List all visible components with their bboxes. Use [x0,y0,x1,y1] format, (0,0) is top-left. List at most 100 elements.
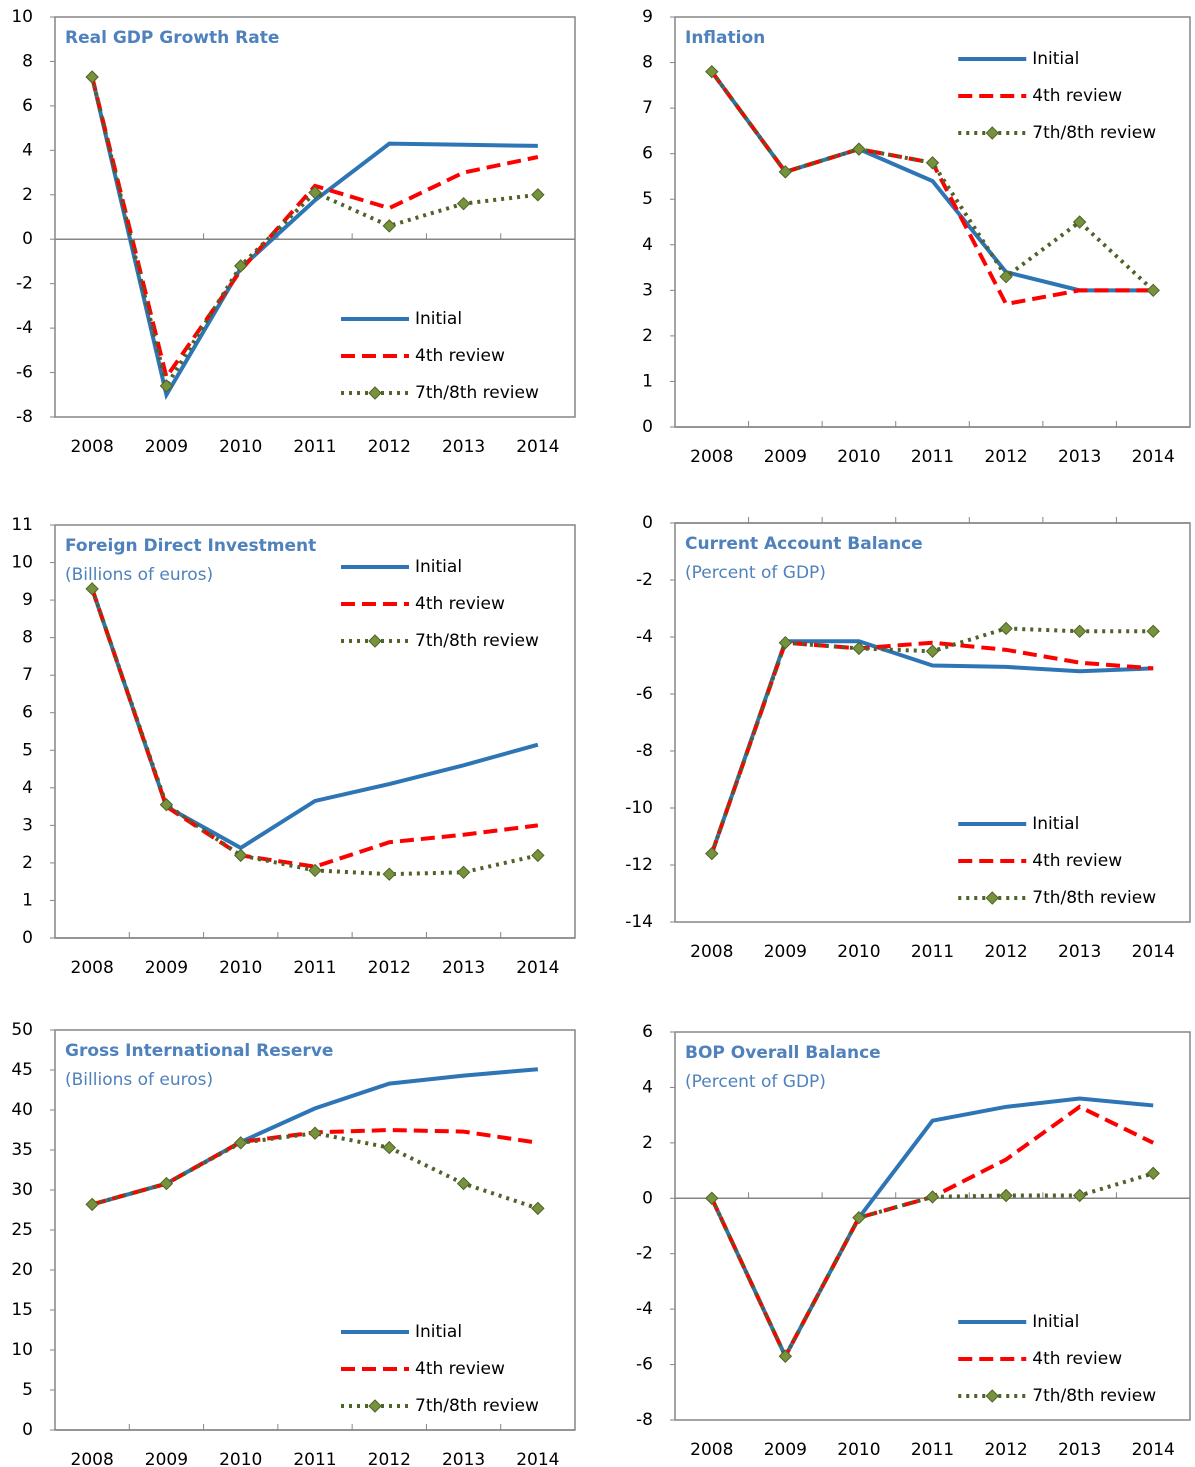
y-tick-label: 30 [11,1180,33,1200]
chart-title: BOP Overall Balance [685,1043,881,1063]
x-tick-label: 2014 [1132,942,1175,962]
marker [1146,1166,1160,1181]
y-tick-label: 10 [11,1340,33,1360]
legend-label: Initial [415,309,462,329]
series-line [90,76,539,382]
marker [159,1176,174,1191]
y-tick-label: 45 [11,1060,33,1080]
chart-subtitle: (Billions of euros) [65,565,213,585]
x-tick-label: 2008 [71,1450,114,1467]
x-tick-label: 2011 [911,447,954,467]
x-tick-label: 2010 [219,1450,262,1467]
marker [1146,283,1160,298]
y-tick-label: 2 [642,1133,653,1153]
y-tick-label: -12 [625,855,653,875]
y-tick-label: -2 [16,274,33,294]
series-line [709,640,1154,855]
y-tick-label: 0 [22,1420,33,1440]
chart-title: Real GDP Growth Rate [65,28,279,48]
x-tick-label: 2009 [764,447,807,467]
y-tick-label: 7 [642,98,653,118]
y-tick-label: 0 [642,513,653,533]
y-tick-label: 6 [642,1022,653,1042]
x-tick-label: 2012 [984,942,1027,962]
x-tick-label: 2012 [368,958,411,978]
series-line [709,1104,1155,1361]
legend-label: 7th/8th review [415,1396,539,1416]
x-tick-label: 2014 [1132,1440,1175,1460]
x-tick-label: 2008 [690,447,733,467]
legend-label: Initial [415,557,462,577]
x-tick-label: 2013 [1058,1440,1101,1460]
marker [456,865,471,880]
x-tick-label: 2011 [293,958,336,978]
x-tick-label: 2014 [516,437,559,457]
y-tick-label: 8 [22,628,33,648]
marker [925,1190,940,1204]
y-tick-label: -4 [16,318,33,338]
y-tick-label: 0 [22,928,33,948]
series-line [90,588,539,851]
y-tick-label: 15 [11,1300,33,1320]
marker [852,142,866,156]
x-tick-label: 2013 [442,958,485,978]
legend-label: Initial [415,1322,462,1342]
y-tick-label: 5 [642,189,653,209]
y-tick-label: 3 [642,280,653,300]
y-tick-label: 35 [11,1140,33,1160]
x-tick-label: 2008 [71,437,114,457]
legend-marker [985,126,999,140]
legend-label: Initial [1032,814,1079,834]
y-tick-label: 2 [22,853,33,873]
y-tick-label: 50 [11,1020,33,1040]
x-tick-label: 2011 [293,437,336,457]
x-tick-label: 2012 [984,447,1027,467]
marker [382,219,396,233]
marker [705,1191,719,1205]
chart-title: Gross International Reserve [65,1041,333,1061]
series-line [90,76,538,401]
legend-label: 7th/8th review [415,631,539,651]
marker [1072,1188,1087,1203]
series-line [90,588,539,869]
legend-label: Initial [1032,1312,1079,1332]
x-tick-label: 2010 [837,942,880,962]
y-tick-label: -8 [636,741,653,761]
marker [308,185,322,200]
marker [852,641,866,656]
plot-frame [54,16,576,418]
y-tick-label: -14 [625,912,653,932]
y-tick-label: 10 [11,553,33,573]
marker [531,188,545,202]
y-tick-label: -4 [636,627,653,647]
series-line [90,76,539,392]
y-tick-label: 8 [22,51,33,71]
x-tick-label: 2009 [764,1440,807,1460]
legend-label: 7th/8th review [1032,888,1156,908]
y-tick-label: -8 [16,407,33,427]
y-tick-label: -10 [625,798,653,818]
legend-label: 7th/8th review [1032,1386,1156,1406]
plot-frame [674,16,1191,428]
x-tick-label: 2010 [219,958,262,978]
y-tick-label: -2 [636,570,653,590]
y-tick-label: 5 [22,1380,33,1400]
legend-label: Initial [1032,49,1079,69]
y-tick-label: 4 [642,235,653,255]
marker [234,259,248,273]
y-tick-label: 2 [642,326,653,346]
x-tick-label: 2011 [293,1450,336,1467]
x-tick-label: 2013 [442,1450,485,1467]
y-tick-label: -6 [636,1355,653,1375]
marker [999,621,1013,636]
marker [234,848,248,863]
marker [925,156,940,170]
y-tick-label: 20 [11,1260,33,1280]
marker [1146,624,1160,639]
marker [308,863,322,878]
legend-label: 4th review [1032,86,1122,106]
chart-title: Inflation [685,28,765,48]
marker [705,64,719,79]
y-tick-label: 25 [11,1220,33,1240]
marker [85,70,99,84]
